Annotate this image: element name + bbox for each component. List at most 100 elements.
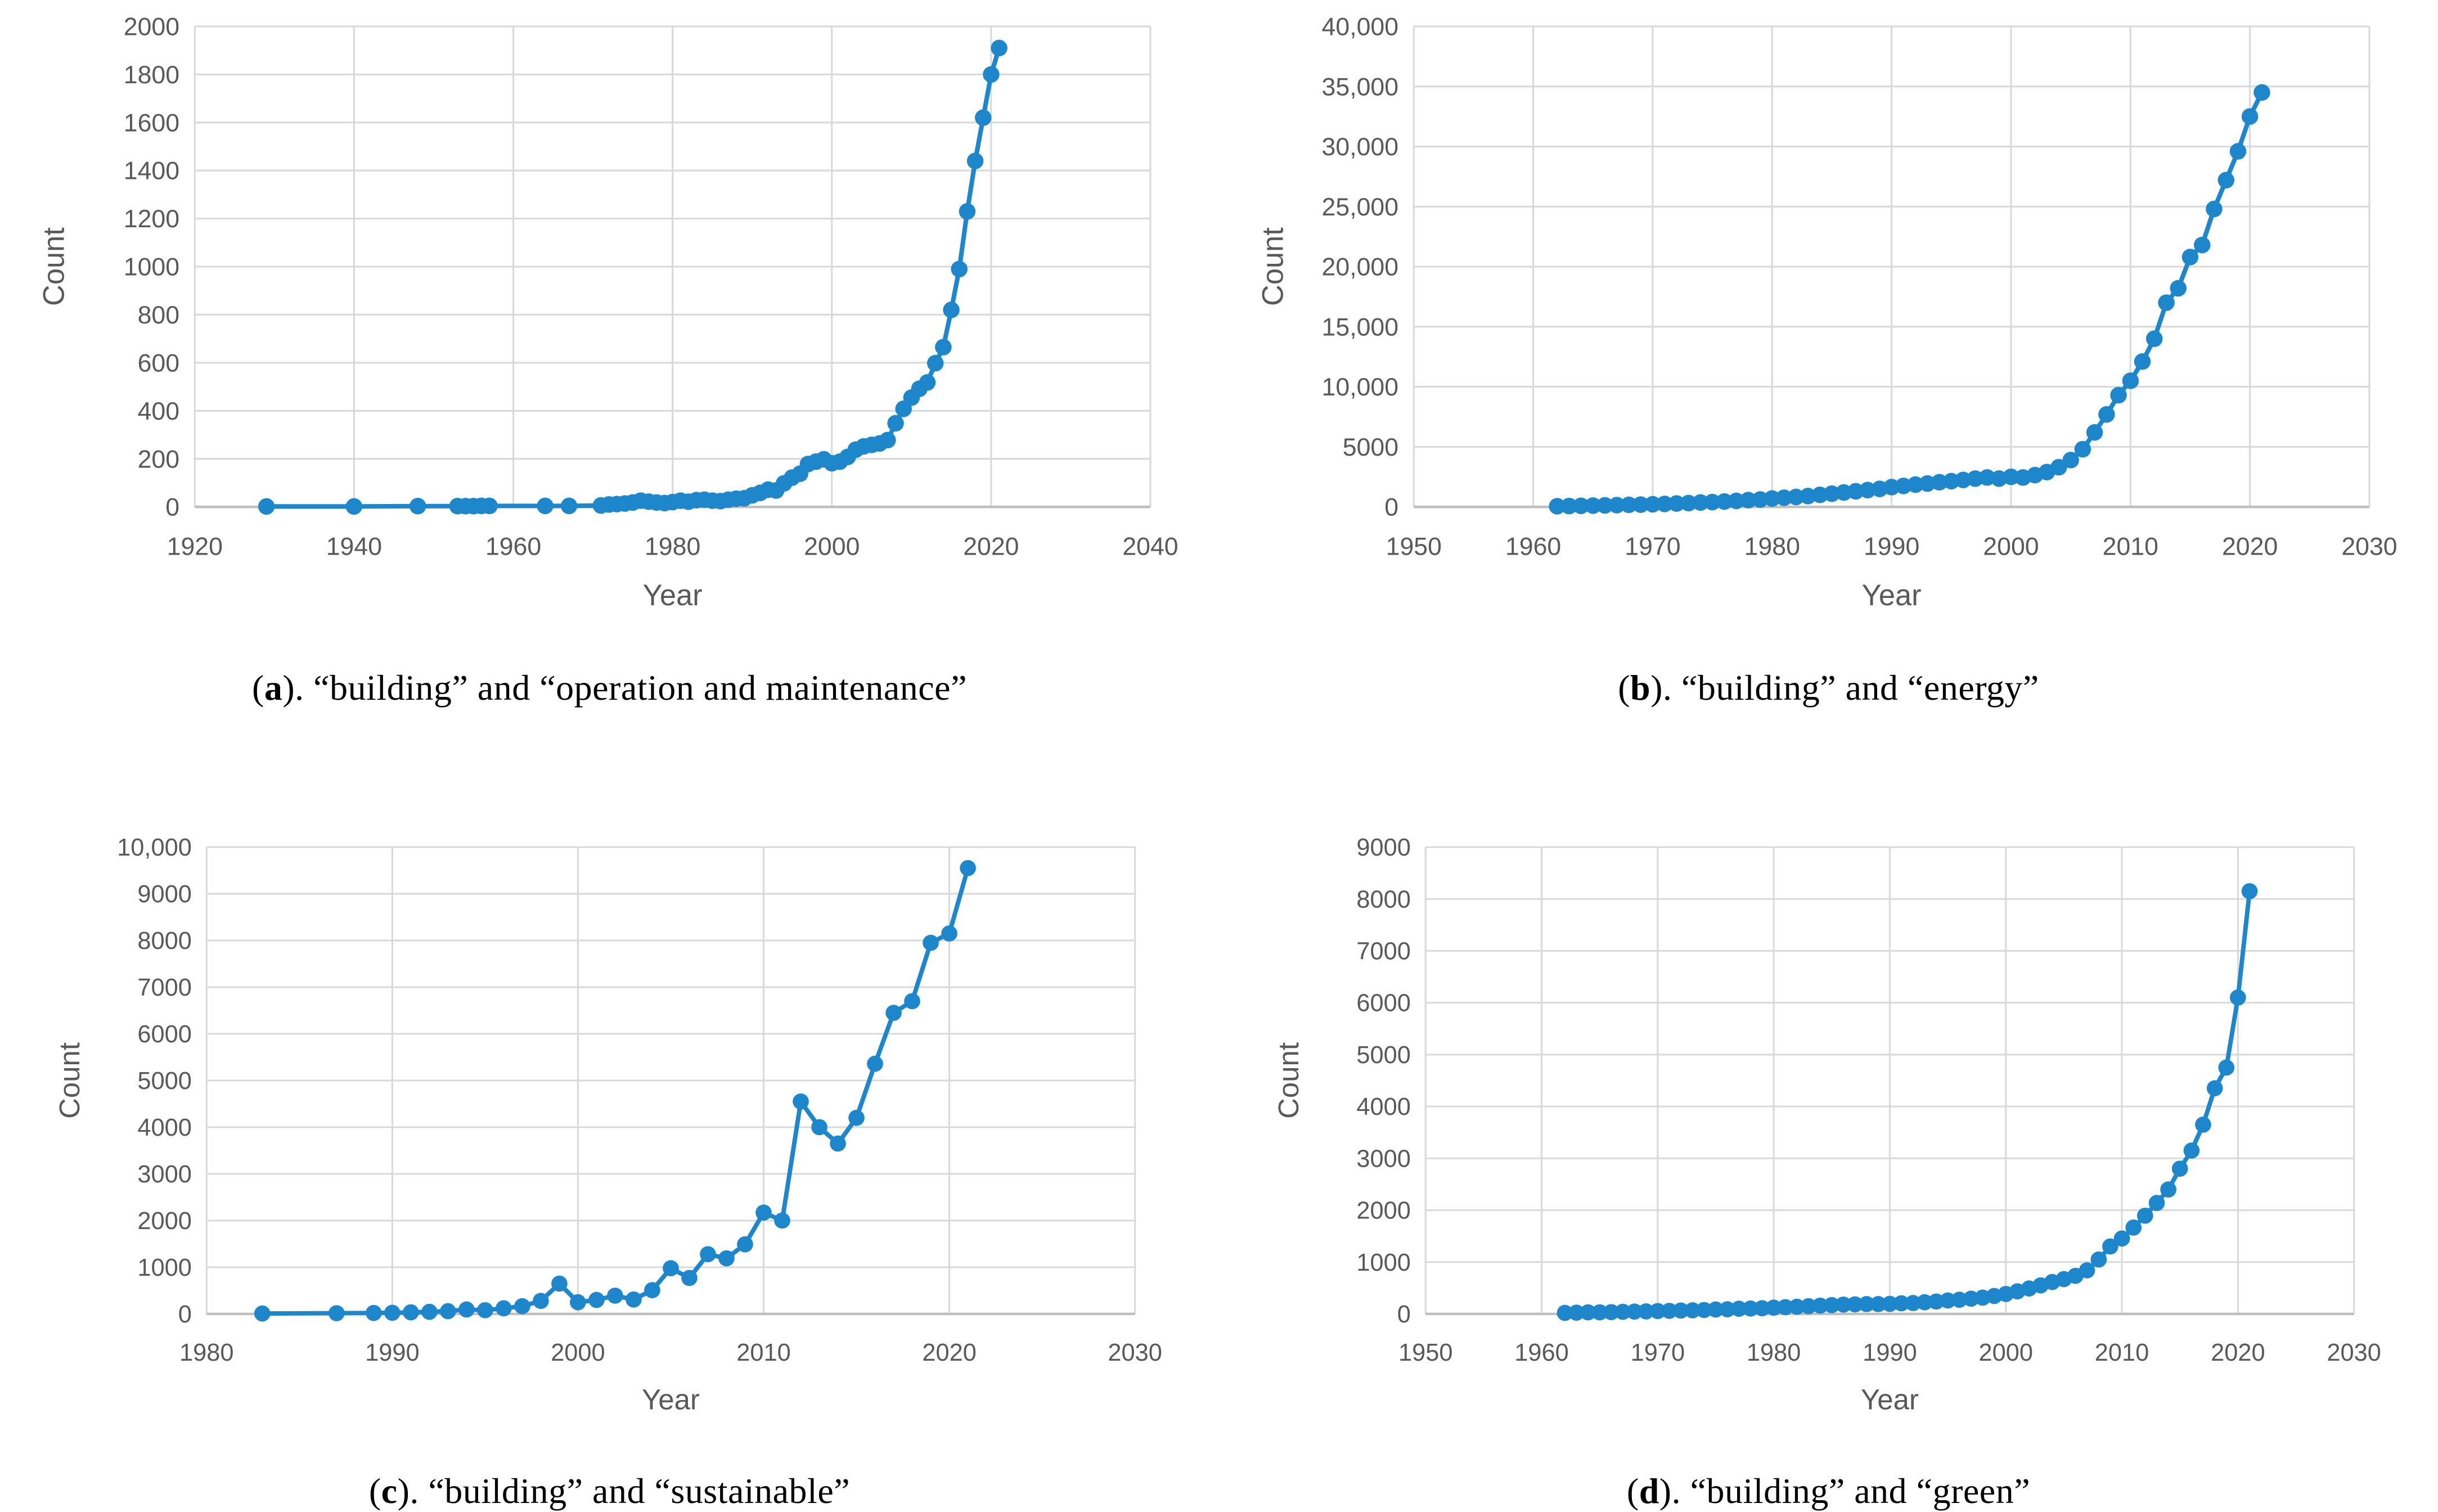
caption-d-prefix: (	[1626, 1471, 1639, 1511]
data-point	[990, 39, 1007, 57]
data-point	[699, 1246, 716, 1263]
y-tick-label: 8000	[1356, 886, 1411, 913]
x-tick-label: 2020	[963, 533, 1019, 561]
data-point	[662, 1260, 679, 1276]
data-point	[926, 354, 943, 372]
data-point	[1906, 476, 1924, 493]
x-tick-label: 2000	[1983, 533, 2039, 561]
y-tick-label: 6000	[137, 1021, 191, 1048]
caption-b-prefix: (	[1618, 668, 1631, 708]
x-tick-label: 1950	[1386, 533, 1441, 561]
y-axis-title: Count	[53, 1042, 85, 1119]
data-point	[606, 1288, 623, 1304]
x-tick-label: 2010	[2102, 533, 2158, 561]
data-point	[2050, 458, 2067, 476]
data-point	[254, 1305, 271, 1322]
data-point	[1753, 1300, 1770, 1317]
y-tick-label: 1800	[123, 61, 179, 89]
data-point	[2098, 406, 2115, 423]
data-point	[1614, 1303, 1631, 1320]
data-point	[1620, 496, 1637, 514]
data-point	[1919, 475, 1936, 492]
data-point	[811, 1119, 827, 1136]
data-point	[1777, 1299, 1793, 1316]
data-point	[1730, 1300, 1747, 1317]
data-point	[1644, 496, 1661, 513]
data-point	[922, 934, 939, 951]
y-tick-label: 25,000	[1321, 194, 1398, 221]
data-point	[2194, 1117, 2211, 1133]
x-tick-label: 1960	[1514, 1339, 1569, 1366]
data-point	[365, 1304, 382, 1321]
data-point	[829, 1135, 846, 1152]
data-point	[2113, 1230, 2130, 1247]
data-point	[2145, 330, 2162, 347]
y-tick-label: 9000	[1356, 834, 1411, 861]
data-point	[514, 1298, 530, 1315]
data-point	[1823, 1297, 1840, 1313]
data-point	[421, 1303, 438, 1320]
data-point	[2229, 143, 2246, 160]
data-point	[1684, 1302, 1701, 1318]
data-point	[959, 860, 976, 876]
data-point	[1695, 1302, 1712, 1318]
data-point	[1751, 491, 1769, 508]
y-tick-label: 1400	[123, 158, 179, 185]
data-point	[1765, 1299, 1782, 1316]
data-point	[2205, 200, 2223, 218]
data-point	[1859, 482, 1876, 499]
y-tick-label: 0	[165, 494, 179, 521]
data-point	[480, 497, 498, 515]
data-point	[569, 1294, 586, 1311]
data-point	[2241, 883, 2257, 899]
data-point	[2062, 452, 2079, 469]
y-tick-label: 40,000	[1321, 13, 1398, 40]
data-point	[2125, 1220, 2142, 1236]
panel-a: 0 200 400 600 800 1000 1200 1400 1600 1800 2000 192…	[0, 0, 1219, 756]
data-point	[1560, 497, 1577, 515]
data-point	[941, 925, 957, 942]
x-tick-label: 1920	[167, 533, 222, 561]
data-point	[2241, 108, 2258, 125]
data-point	[1680, 494, 1697, 512]
data-point	[1858, 1296, 1874, 1312]
y-axis-title: Count	[38, 227, 70, 306]
x-tick-label: 1950	[1398, 1339, 1452, 1366]
data-point	[1893, 1295, 1909, 1312]
caption-b-separator: ).	[1650, 668, 1681, 708]
data-point	[495, 1300, 512, 1317]
data-point	[773, 1212, 790, 1229]
data-point	[644, 1282, 660, 1298]
data-point	[2193, 236, 2211, 254]
data-point	[942, 302, 960, 318]
x-tick-label: 1970	[1630, 1339, 1685, 1366]
y-tick-label: 7000	[1356, 938, 1411, 965]
caption-a-separator: ).	[282, 668, 314, 708]
caption-b-letter: b	[1630, 668, 1651, 708]
data-point	[1928, 1293, 1944, 1310]
chart-building-energy: 0 5000 10,000 15,000 20,000 25,000 30,000 35,00…	[1257, 13, 2397, 611]
y-tick-label: 10,000	[1321, 374, 1398, 401]
caption-a: (a). “building” and “operation and maint…	[252, 667, 967, 709]
x-tick-label: 2010	[2094, 1339, 2149, 1366]
x-tick-label: 2020	[2221, 533, 2277, 561]
x-tick-label: 1960	[1505, 533, 1560, 561]
data-point	[1954, 471, 1972, 488]
data-point	[1672, 1302, 1689, 1319]
x-tick-label: 2030	[1108, 1339, 1162, 1366]
data-point	[384, 1304, 401, 1321]
data-point	[885, 1005, 902, 1021]
data-point	[551, 1275, 568, 1292]
data-point	[1788, 1298, 1805, 1315]
data-point	[755, 1204, 772, 1221]
data-point	[409, 498, 426, 515]
x-tick-label: 2000	[551, 1339, 605, 1366]
data-point	[458, 1301, 475, 1318]
data-point	[2122, 372, 2139, 389]
y-tick-label: 20,000	[1321, 254, 1398, 281]
data-point	[1596, 497, 1613, 514]
data-point	[934, 339, 952, 356]
data-point	[1568, 1304, 1585, 1321]
x-tick-label: 1980	[179, 1339, 233, 1366]
data-point	[1719, 1301, 1735, 1317]
